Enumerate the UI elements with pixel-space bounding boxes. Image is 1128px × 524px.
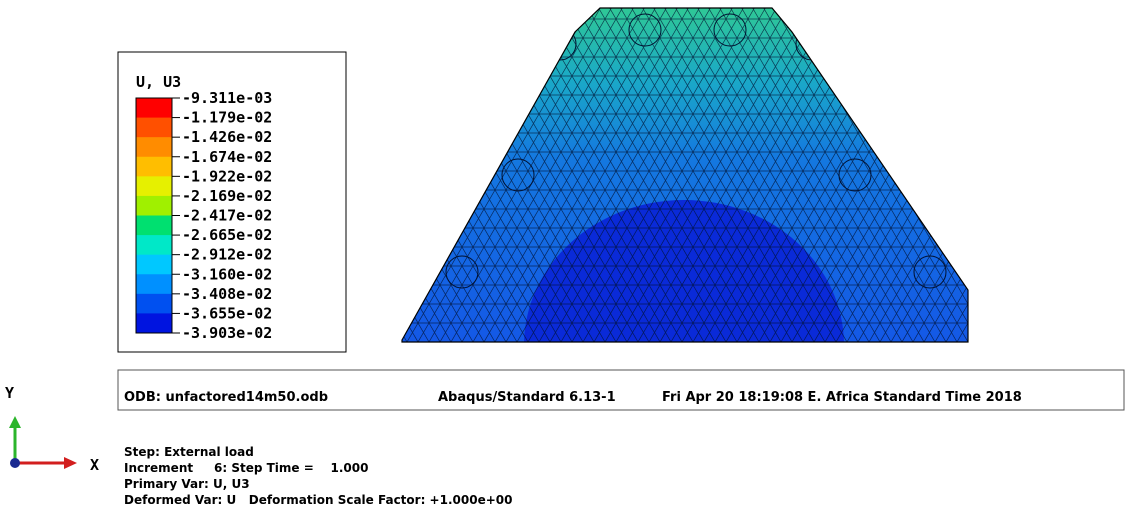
solver-version: Abaqus/Standard 6.13-1 — [438, 390, 616, 405]
legend-label: -2.417e-02 — [182, 207, 272, 225]
step-line: Step: External load — [124, 445, 254, 459]
step-line: Primary Var: U, U3 — [124, 477, 250, 491]
legend-label: -2.665e-02 — [182, 226, 272, 244]
color-band — [136, 235, 172, 255]
odb-name: ODB: unfactored14m50.odb — [124, 390, 328, 405]
legend-label: -3.160e-02 — [182, 265, 272, 283]
color-band — [136, 137, 172, 157]
color-band — [136, 157, 172, 177]
y-axis-label: Y — [5, 384, 14, 402]
color-band — [136, 118, 172, 138]
legend-label: -3.655e-02 — [182, 304, 272, 322]
color-band — [136, 216, 172, 236]
info-bar: ODB: unfactored14m50.odb Abaqus/Standard… — [118, 370, 1124, 410]
color-band — [136, 274, 172, 294]
legend-label: -3.408e-02 — [182, 285, 272, 303]
legend-label: -1.922e-02 — [182, 167, 272, 185]
viewport: U, U3 -9.311e-03 -1.179e-02-1.426e-02 -1.6… — [0, 0, 1128, 520]
color-band — [136, 176, 172, 196]
date: Fri Apr 20 18:19:08 E. Africa Standard T… — [662, 390, 1022, 405]
legend-label: -1.179e-02 — [182, 109, 272, 127]
step-info: Step: External load Increment 6: Step Tim… — [124, 445, 512, 507]
color-band — [136, 98, 172, 118]
legend-label: -1.674e-02 — [182, 148, 272, 166]
color-band — [136, 313, 172, 333]
step-line: Deformed Var: U Deformation Scale Factor… — [124, 493, 512, 507]
legend-label: -9.311e-03 — [182, 89, 272, 107]
color-band — [136, 196, 172, 216]
color-band — [136, 294, 172, 314]
fe-model — [380, 0, 980, 490]
step-line: Increment 6: Step Time = 1.000 — [124, 461, 368, 475]
x-axis-label: X — [90, 456, 99, 474]
legend-title: U, U3 — [136, 73, 181, 91]
legend: U, U3 -9.311e-03 -1.179e-02-1.426e-02 -1.6… — [118, 52, 346, 352]
legend-label: -2.912e-02 — [182, 246, 272, 264]
triad: Y X — [5, 384, 99, 474]
color-band — [136, 255, 172, 275]
legend-label: -2.169e-02 — [182, 187, 272, 205]
legend-label: -3.903e-02 — [182, 324, 272, 342]
legend-label: -1.426e-02 — [182, 128, 272, 146]
